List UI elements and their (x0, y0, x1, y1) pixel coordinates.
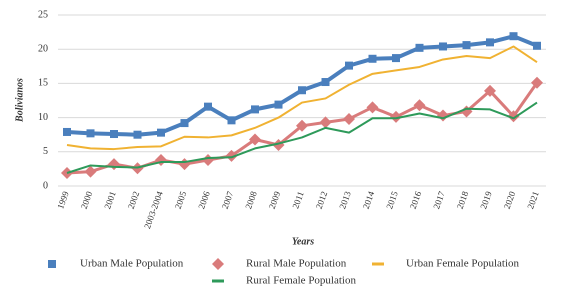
marker (321, 78, 330, 87)
marker (157, 128, 165, 137)
marker (366, 101, 379, 114)
x-axis-title: Years (292, 236, 314, 247)
x-tick-label: 2015 (384, 189, 400, 210)
legend-label: Rural Female Population (246, 275, 356, 287)
x-tick-label: 1999 (55, 189, 71, 210)
marker (533, 41, 541, 50)
marker (155, 154, 167, 167)
y-tick-label: 10 (38, 112, 48, 123)
marker (227, 116, 236, 125)
marker (486, 38, 494, 47)
x-tick-label: 2020 (502, 189, 518, 210)
marker (180, 119, 189, 128)
x-tick-label: 2019 (478, 189, 494, 210)
marker (392, 54, 400, 63)
legend-label: Urban Female Population (406, 258, 520, 270)
y-tick-label: 20 (38, 43, 48, 54)
marker (413, 99, 426, 112)
marker (296, 119, 308, 132)
x-tick-label: 2008 (243, 189, 259, 210)
x-tick-label: 2014 (361, 189, 377, 210)
marker (225, 149, 238, 162)
x-tick-label: 2021 (525, 190, 541, 210)
x-tick-label: 2016 (408, 189, 424, 210)
x-tick-label: 2001 (102, 190, 118, 210)
y-tick-label: 25 (38, 9, 48, 20)
marker (249, 133, 261, 146)
marker (298, 86, 306, 95)
marker (345, 61, 353, 70)
marker (484, 84, 496, 97)
marker (415, 43, 424, 52)
marker (86, 129, 95, 138)
marker (390, 110, 402, 123)
x-tick-label: 2009 (267, 189, 283, 210)
marker (439, 42, 447, 51)
marker (251, 105, 259, 114)
x-tick-label: 2000 (79, 189, 95, 210)
x-tick-label: 2013 (337, 189, 353, 210)
marker (509, 32, 518, 41)
legend-label: Urban Male Population (80, 258, 184, 270)
marker (343, 112, 355, 125)
marker (204, 102, 212, 111)
marker (368, 54, 377, 63)
x-tick-label: 2018 (455, 189, 471, 210)
x-tick-label: 2002 (126, 190, 142, 210)
marker (202, 154, 214, 167)
y-axis-title: Bolivianos (14, 78, 25, 123)
marker (274, 100, 283, 109)
legend-label: Rural Male Population (246, 258, 347, 270)
x-tick-label: 2007 (220, 189, 236, 210)
series-line (66, 101, 538, 174)
marker (133, 130, 142, 139)
x-tick-label: 2005 (173, 189, 189, 210)
x-tick-label: 2012 (314, 190, 330, 210)
marker (531, 76, 543, 89)
y-tick-label: 5 (43, 146, 48, 157)
marker (319, 116, 332, 129)
series-line (66, 45, 538, 151)
x-tick-label: 2011 (290, 190, 305, 210)
marker (63, 127, 71, 136)
marker (110, 130, 118, 139)
marker (178, 158, 191, 171)
x-tick-label: 2003-2004 (142, 190, 165, 231)
x-tick-label: 2006 (196, 189, 212, 210)
legend-swatch (212, 258, 224, 270)
marker (84, 165, 97, 178)
marker (108, 158, 120, 171)
marker (507, 110, 520, 123)
legend-swatch (48, 260, 56, 268)
y-tick-label: 15 (38, 78, 48, 89)
y-tick-label: 0 (43, 180, 48, 191)
marker (462, 41, 471, 50)
x-tick-label: 2017 (431, 189, 447, 210)
